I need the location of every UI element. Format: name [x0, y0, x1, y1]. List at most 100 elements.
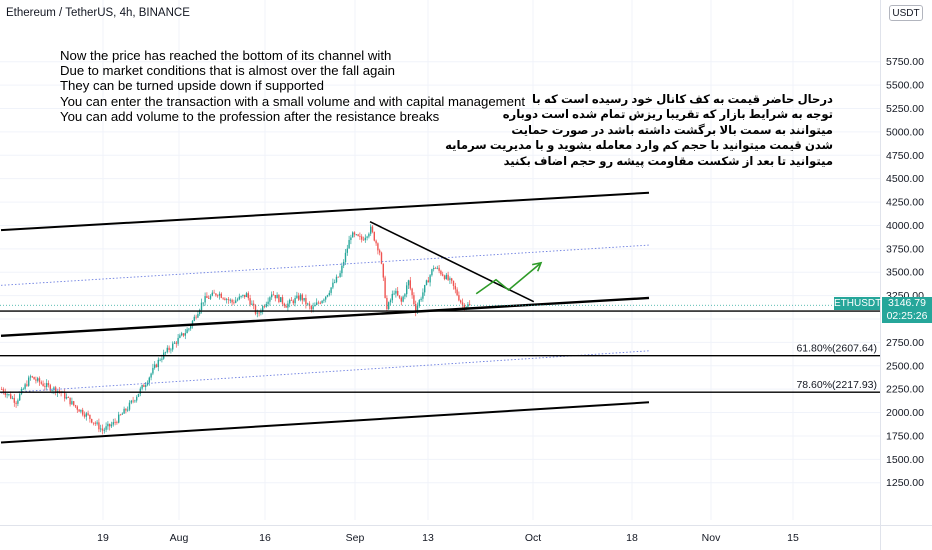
- candle: [355, 234, 357, 236]
- candle: [141, 385, 143, 389]
- candle: [274, 295, 276, 299]
- candle: [418, 300, 420, 306]
- candle: [429, 275, 431, 283]
- trend-line-channel-top: [0, 191, 650, 232]
- candle: [211, 292, 213, 296]
- candle: [58, 390, 60, 392]
- candle: [107, 423, 109, 427]
- candle: [119, 414, 122, 416]
- candle: [209, 295, 212, 299]
- candle: [391, 293, 393, 301]
- candle: [229, 299, 231, 301]
- candle: [217, 295, 219, 297]
- persian-note: درحال حاضر قیمت به کف کانال خود رسیده اس…: [445, 92, 833, 169]
- candle: [292, 300, 294, 304]
- candle: [420, 298, 422, 301]
- note-line: You can enter the transaction with a sma…: [60, 93, 525, 109]
- candle: [442, 274, 444, 276]
- candle: [10, 394, 12, 399]
- candle: [31, 376, 33, 378]
- symbol-title[interactable]: Ethereum / TetherUS, 4h, BINANCE: [6, 7, 190, 19]
- candle: [384, 277, 386, 298]
- candle: [281, 297, 284, 304]
- y-tick-label: 2750.00: [886, 337, 924, 349]
- candle: [460, 300, 462, 303]
- candle: [164, 352, 167, 353]
- candle: [440, 270, 442, 275]
- candle: [42, 383, 44, 387]
- candle: [272, 294, 275, 296]
- candle: [357, 234, 359, 236]
- candle: [271, 294, 273, 298]
- projection-arrow: [475, 262, 542, 295]
- candle: [145, 385, 147, 387]
- candle: [199, 310, 201, 315]
- candle: [368, 233, 370, 237]
- candle: [371, 226, 374, 232]
- candle: [38, 378, 41, 383]
- candle: [416, 305, 419, 313]
- y-tick-label: 4750.00: [886, 150, 924, 162]
- candle: [280, 297, 282, 303]
- candle: [438, 267, 440, 271]
- candle: [262, 306, 264, 312]
- candle: [305, 297, 307, 305]
- candle: [348, 240, 350, 249]
- candle: [123, 408, 125, 414]
- candle: [186, 329, 188, 334]
- candle: [227, 299, 230, 301]
- candle: [388, 302, 390, 310]
- candle: [326, 295, 329, 297]
- candle: [449, 278, 451, 280]
- candle: [150, 373, 152, 378]
- drawings: 78.60%61.80%(2607.64)78.60%(2217.93): [0, 191, 880, 444]
- candle: [188, 328, 190, 330]
- candle: [244, 294, 246, 298]
- y-tick-label: 2000.00: [886, 407, 924, 419]
- candle: [64, 391, 66, 399]
- candle: [137, 393, 140, 397]
- candle: [249, 298, 251, 305]
- candle: [346, 248, 348, 253]
- candle: [224, 298, 226, 301]
- candle: [245, 293, 248, 298]
- candle: [319, 302, 321, 304]
- candle: [213, 292, 215, 294]
- candle: [431, 269, 433, 276]
- candle: [159, 359, 161, 361]
- candle: [78, 409, 80, 412]
- candle: [83, 414, 86, 417]
- candle: [375, 240, 377, 244]
- candle: [332, 282, 334, 288]
- candle: [168, 347, 170, 351]
- candle: [121, 413, 123, 415]
- candle: [436, 267, 438, 269]
- candle: [24, 384, 26, 389]
- y-tick-label: 5000.00: [886, 126, 924, 138]
- candle: [415, 303, 417, 313]
- candle: [101, 428, 104, 431]
- candle: [287, 303, 289, 308]
- candle: [116, 422, 118, 423]
- y-tick-label: 1500.00: [886, 454, 924, 466]
- x-tick-label: 18: [626, 532, 638, 544]
- candle: [94, 422, 96, 424]
- candle: [2, 389, 5, 393]
- candle: [400, 297, 402, 302]
- symbol-price-tag: ETHUSDT: [834, 297, 882, 310]
- y-tick-label: 4000.00: [886, 220, 924, 232]
- candle: [200, 302, 203, 311]
- candle: [215, 293, 217, 296]
- candle: [233, 302, 235, 304]
- currency-badge[interactable]: USDT: [889, 5, 923, 21]
- candle: [433, 267, 435, 270]
- candle: [260, 311, 262, 314]
- time-axis[interactable]: 19 Aug 16 Sep 13 Oct 18 Nov 15: [0, 525, 932, 545]
- note-line: Now the price has reached the bottom of …: [60, 48, 392, 63]
- candle: [253, 303, 255, 306]
- y-tick-label: 5750.00: [886, 56, 924, 68]
- candle: [310, 306, 312, 310]
- candle: [177, 337, 179, 344]
- candle: [166, 347, 168, 353]
